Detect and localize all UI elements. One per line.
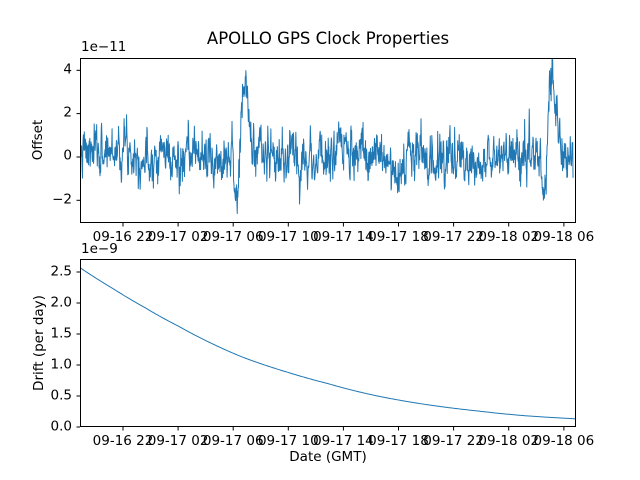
axes-spines [80,57,576,223]
offset-y-tick-label: 0 [63,148,72,165]
drift-x-tick-label: 09-17 06 [202,433,264,449]
drift-y-tick-label: 0.5 [50,387,72,404]
drift-y-tick-label: 0.0 [50,418,72,435]
offset-x-tick-label: 09-16 22 [92,229,154,245]
x-axis-label: Date (GMT) [289,449,367,465]
drift-scale-multiplier-label: 1e−9 [81,241,118,257]
drift-plot-area [76,259,576,431]
offset-x-tick-label: 09-18 02 [478,229,540,245]
drift-y-tick-label: 1.0 [50,356,72,373]
offset-x-tick-label: 09-17 22 [423,229,484,245]
offset-x-tick-label: 09-17 14 [313,229,374,245]
drift-y-tick-label: 2.0 [50,294,72,311]
data-line [80,267,576,420]
offset-x-tick-label: 09-18 06 [533,229,595,245]
drift-x-tick-label: 09-18 06 [533,433,595,449]
drift-x-tick-label: 09-18 02 [478,433,540,449]
offset-x-tick-label: 09-17 18 [368,229,429,245]
drift-x-tick-label: 09-17 10 [257,433,319,449]
offset-x-tick-label: 09-17 10 [257,229,319,245]
offset-y-axis-label: Offset [29,119,46,161]
offset-y-tick-label: −2 [52,191,72,208]
offset-scale-multiplier-label: 1e−11 [81,39,127,55]
drift-x-tick-label: 09-17 02 [147,433,209,449]
drift-y-axis-label: Drift (per day) [30,295,47,391]
drift-x-tick-label: 09-16 22 [92,433,154,449]
drift-x-tick-label: 09-17 18 [368,433,429,449]
drift-y-tick-label: 2.5 [50,263,72,280]
offset-plot-area [76,57,576,226]
data-line [80,57,574,214]
drift-y-tick-label: 1.5 [50,325,72,342]
axes-spines [80,259,576,427]
offset-x-tick-label: 09-17 06 [202,229,264,245]
figure-title: APOLLO GPS Clock Properties [206,29,450,48]
drift-x-tick-label: 09-17 22 [423,433,484,449]
offset-x-tick-label: 09-17 02 [147,229,209,245]
drift-x-tick-label: 09-17 14 [313,433,374,449]
offset-y-tick-label: 2 [63,104,72,121]
offset-y-tick-label: 4 [63,61,72,78]
